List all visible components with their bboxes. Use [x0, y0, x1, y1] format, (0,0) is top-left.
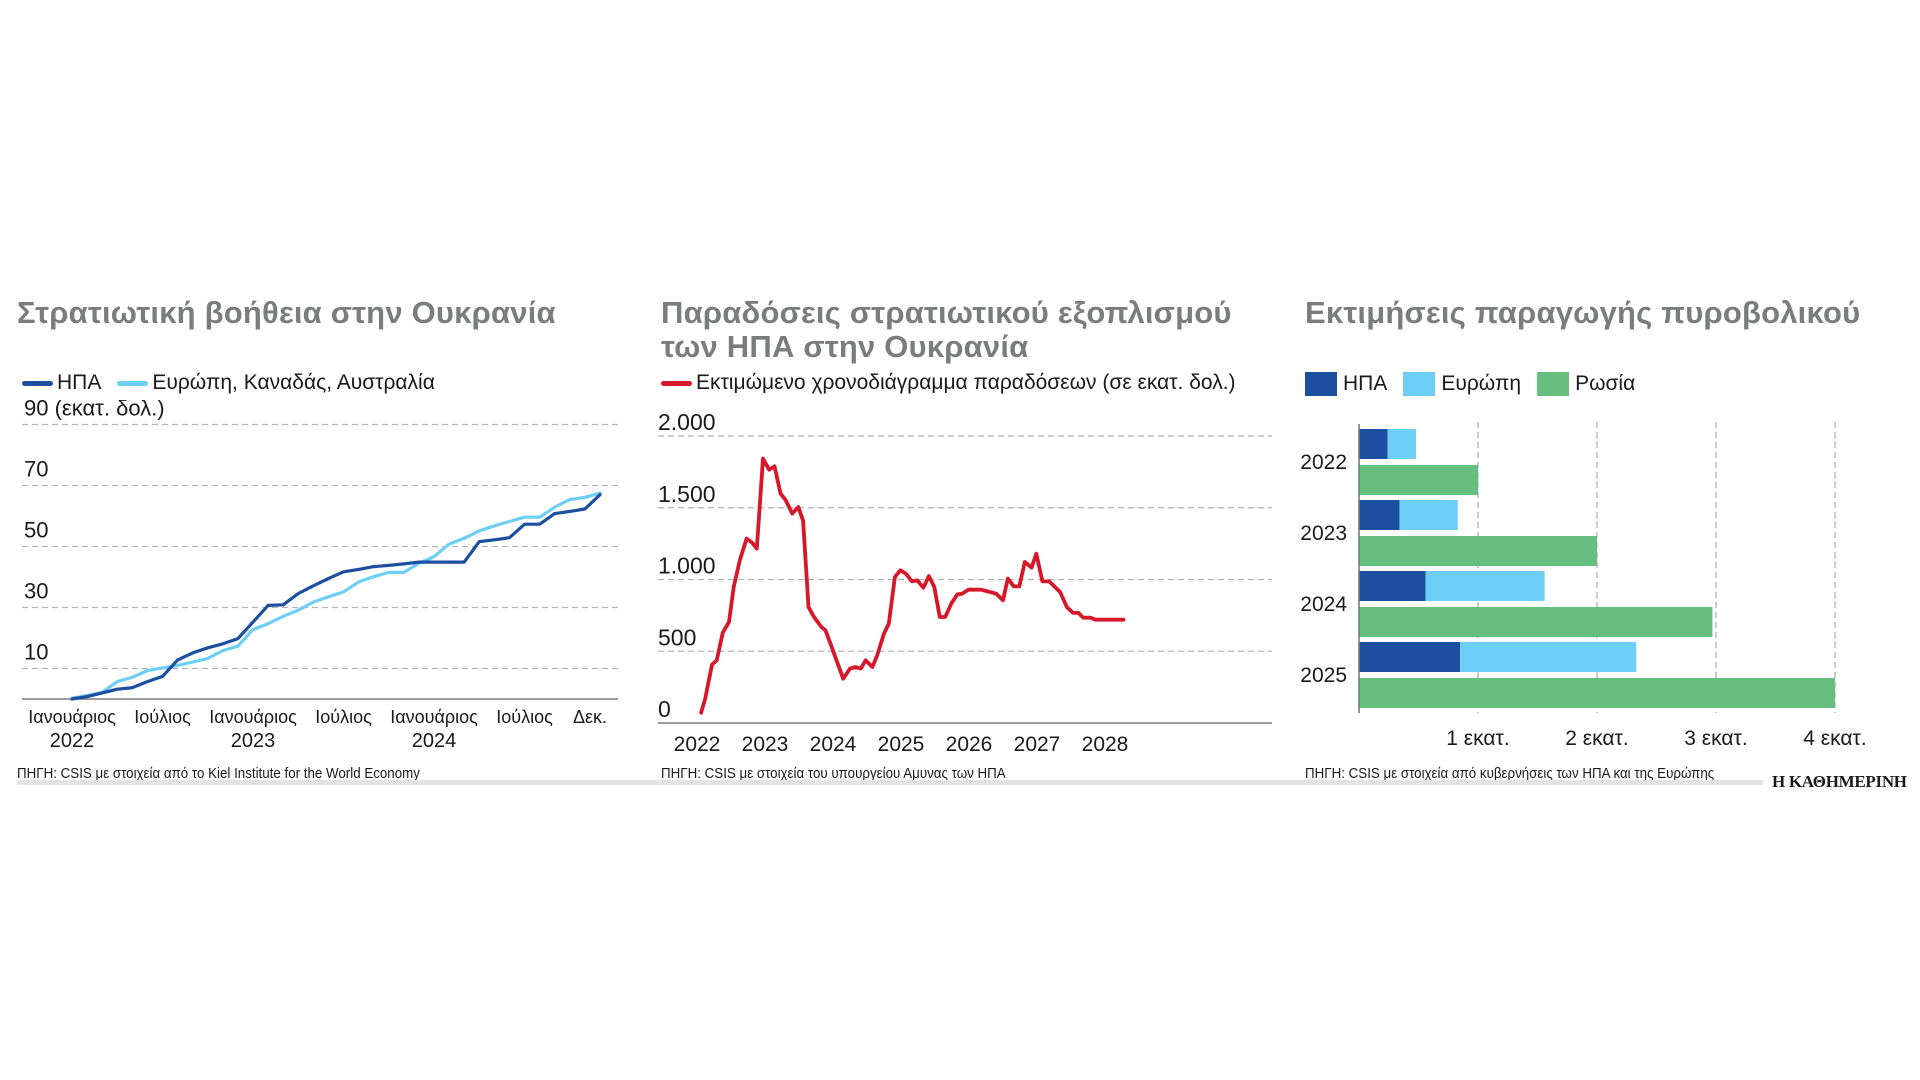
- y-tick-label: 500: [658, 624, 696, 650]
- military-aid-chart: 10 30 50 70 90 (εκατ. δολ.) Ιανουάριος 2022 Ιού…: [22, 400, 618, 752]
- bar-usa: [1359, 642, 1461, 672]
- bar-usa: [1359, 500, 1400, 530]
- y-category-label: 2023: [1300, 522, 1347, 545]
- x-tick-label: Δεκ.: [573, 707, 607, 727]
- legend-swatch-deliveries: [661, 380, 692, 386]
- footer-divider: [17, 780, 1763, 785]
- x-tick-label: 4 εκατ.: [1803, 727, 1866, 750]
- y-tick-label: 30: [24, 579, 48, 604]
- y-tick-label: 10: [24, 640, 48, 665]
- x-tick-label: Ιούλιος: [496, 707, 553, 727]
- bar-usa: [1359, 429, 1388, 459]
- legend-swatch-usa-artillery: [1305, 372, 1337, 396]
- x-tick-label: 2 εκατ.: [1565, 727, 1628, 750]
- source-note-artillery: ΠΗΓΗ: CSIS με στοιχεία από κυβερνήσεις τ…: [1305, 766, 1715, 782]
- x-tick-label: 2028: [1082, 733, 1129, 756]
- x-tick-year-label: 2024: [412, 730, 457, 752]
- bar-europe: [1460, 642, 1637, 672]
- y-tick-label: 90 (εκατ. δολ.): [24, 400, 165, 421]
- series-line: [70, 493, 602, 701]
- legend-item-usa-artillery: ΗΠΑ: [1305, 372, 1387, 396]
- chart-title-artillery: Εκτιμήσεις παραγωγής πυροβολικού: [1305, 295, 1861, 330]
- bar-usa: [1359, 571, 1426, 601]
- legend-deliveries: Εκτιμώμενο χρονοδιάγραμμα παραδόσεων (σε…: [661, 371, 1252, 395]
- deliveries-chart: 0 500 1.000 1.500 2.000 2022 2023 2024 2025 2026 2…: [658, 409, 1272, 756]
- legend-item-deliveries: Εκτιμώμενο χρονοδιάγραμμα παραδόσεων (σε…: [661, 371, 1236, 395]
- x-tick-label: 2023: [742, 733, 789, 756]
- bar-russia: [1359, 678, 1835, 708]
- y-tick-label: 0: [658, 696, 671, 722]
- source-note-deliveries: ΠΗΓΗ: CSIS με στοιχεία του υπουργείου Αμ…: [661, 766, 1006, 782]
- chart-title-military-aid: Στρατιωτική βοήθεια στην Ουκρανία: [17, 295, 556, 330]
- series-line: [699, 456, 1126, 715]
- legend-swatch-russia-artillery: [1537, 372, 1570, 396]
- source-note-military-aid: ΠΗΓΗ: CSIS με στοιχεία από το Kiel Insti…: [17, 766, 420, 782]
- legend-label-europe: Ευρώπη, Καναδάς, Αυστραλία: [152, 371, 435, 394]
- y-category-label: 2025: [1300, 664, 1347, 687]
- x-tick-label: 2025: [878, 733, 925, 756]
- bar-russia: [1359, 465, 1478, 495]
- x-tick-label: 2027: [1014, 733, 1061, 756]
- x-tick-label: Ιανουάριος: [209, 707, 297, 727]
- bar-europe: [1399, 500, 1458, 530]
- y-tick-label: 1.000: [658, 553, 716, 579]
- x-tick-label: Ιούλιος: [315, 707, 372, 727]
- legend-artillery: ΗΠΑ Ευρώπη Ρωσία: [1305, 372, 1651, 396]
- x-tick-label: Ιανουάριος: [28, 707, 116, 727]
- chart-title-deliveries-line2: των ΗΠΑ στην Ουκρανία: [661, 329, 1029, 364]
- y-tick-label: 50: [24, 518, 48, 543]
- legend-label-deliveries: Εκτιμώμενο χρονοδιάγραμμα παραδόσεων (σε…: [696, 371, 1236, 394]
- y-tick-label: 2.000: [658, 409, 716, 435]
- bar-russia: [1359, 536, 1597, 566]
- artillery-chart: 1 εκατ. 2 εκατ. 3 εκατ. 4 εκατ. 2022 2023 2024…: [1300, 422, 1867, 750]
- legend-item-usa: ΗΠΑ: [22, 371, 101, 395]
- legend-item-europe-artillery: Ευρώπη: [1403, 372, 1521, 396]
- legend-label-usa: ΗΠΑ: [57, 371, 102, 394]
- x-tick-year-label: 2023: [231, 730, 276, 752]
- bar-russia: [1359, 607, 1713, 637]
- x-tick-label: Ιούλιος: [134, 707, 191, 727]
- x-tick-label: 2022: [674, 733, 721, 756]
- legend-swatch-europe-artillery: [1403, 372, 1436, 396]
- y-category-label: 2022: [1300, 451, 1347, 474]
- legend-label-russia-artillery: Ρωσία: [1575, 372, 1636, 395]
- bar-europe: [1425, 571, 1545, 601]
- y-category-label: 2024: [1300, 593, 1347, 616]
- chart-title-deliveries-line1: Παραδόσεις στρατιωτικού εξοπλισμού: [661, 295, 1232, 330]
- y-tick-label: 1.500: [658, 481, 716, 507]
- legend-item-europe: Ευρώπη, Καναδάς, Αυστραλία: [117, 371, 435, 395]
- y-tick-label: 70: [24, 457, 48, 482]
- legend-swatch-europe: [117, 380, 149, 386]
- legend-label-europe-artillery: Ευρώπη: [1441, 372, 1522, 395]
- legend-swatch-usa: [22, 380, 53, 386]
- x-tick-label: 2024: [810, 733, 857, 756]
- x-tick-year-label: 2022: [50, 730, 95, 752]
- x-tick-label: 2026: [946, 733, 993, 756]
- legend-military-aid: ΗΠΑ Ευρώπη, Καναδάς, Αυστραλία: [22, 371, 451, 395]
- series-line: [70, 491, 602, 700]
- legend-label-usa-artillery: ΗΠΑ: [1343, 372, 1388, 395]
- x-tick-label: 3 εκατ.: [1684, 727, 1747, 750]
- x-tick-label: Ιανουάριος: [390, 707, 478, 727]
- legend-item-russia-artillery: Ρωσία: [1537, 372, 1635, 396]
- publisher-credit: Η ΚΑΘΗΜΕΡΙΝΗ: [1772, 772, 1907, 791]
- bar-europe: [1387, 429, 1417, 459]
- x-tick-label: 1 εκατ.: [1446, 727, 1509, 750]
